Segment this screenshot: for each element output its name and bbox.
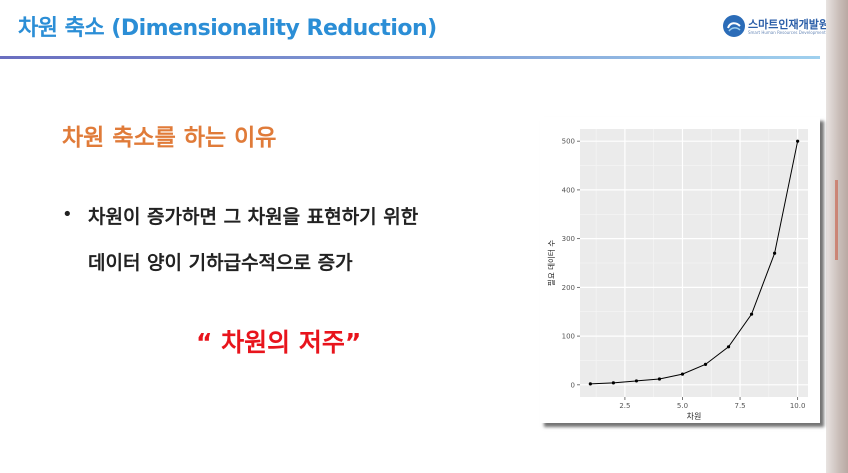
data-point: [773, 251, 777, 255]
bullet-text-line-1: 차원이 증가하면 그 차원을 표현하기 위한: [88, 206, 419, 228]
data-point: [703, 362, 708, 366]
emphasis-text: “ 차원의 저주”: [196, 328, 362, 357]
header-divider: [0, 56, 820, 59]
section-heading: 차원 축소를 하는 이유: [62, 125, 277, 151]
slide-edge-decoration: [826, 0, 848, 473]
edge-stripe: [835, 180, 838, 260]
x-tick-label: 2.5: [619, 402, 630, 410]
chart-container: 0 100 200 300 400 500 2.5 5.0 7.5 10.0 차원 필요 데이터…: [540, 117, 820, 423]
x-tick-label: 7.5: [734, 402, 745, 410]
series-line: [590, 141, 799, 385]
x-tick-label: 10.0: [790, 402, 806, 410]
grid-minor: [580, 129, 808, 397]
data-point: [680, 372, 685, 376]
y-tick-label: 0: [571, 381, 575, 389]
data-points: [588, 139, 800, 386]
bullet-text-line-2: 데이터 양이 기하급수적으로 증가: [88, 252, 353, 274]
y-axis-ticks: 0 100 200 300 400 500: [562, 138, 580, 389]
data-point: [726, 345, 731, 349]
x-tick-label: 5.0: [677, 402, 688, 410]
y-tick-label: 400: [562, 186, 575, 194]
data-point: [796, 139, 800, 143]
x-axis-ticks: 2.5 5.0 7.5 10.0: [619, 397, 805, 410]
logo-text: 스마트인재개발원: [748, 18, 829, 31]
logo-icon: [723, 15, 745, 37]
logo-subtext: Smart Human Resources Development: [748, 30, 826, 35]
slide-title: 차원 축소 (Dimensionality Reduction): [18, 16, 437, 41]
grid-major: [580, 129, 808, 397]
y-tick-label: 300: [562, 235, 575, 243]
y-tick-label: 500: [562, 138, 575, 146]
y-tick-label: 100: [562, 333, 575, 341]
y-axis-label: 필요 데이터 수: [546, 240, 556, 286]
y-tick-label: 200: [562, 284, 575, 292]
data-point: [611, 381, 615, 385]
chart-svg: 0 100 200 300 400 500 2.5 5.0 7.5 10.0 차원 필요 데이터…: [546, 129, 808, 421]
data-point: [657, 377, 662, 381]
bullet-marker: •: [62, 204, 73, 225]
x-axis-label: 차원: [687, 412, 702, 421]
data-point: [749, 312, 754, 316]
data-point: [588, 382, 592, 386]
company-logo: 스마트인재개발원 Smart Human Resources Developme…: [722, 14, 834, 40]
data-point: [634, 379, 639, 383]
